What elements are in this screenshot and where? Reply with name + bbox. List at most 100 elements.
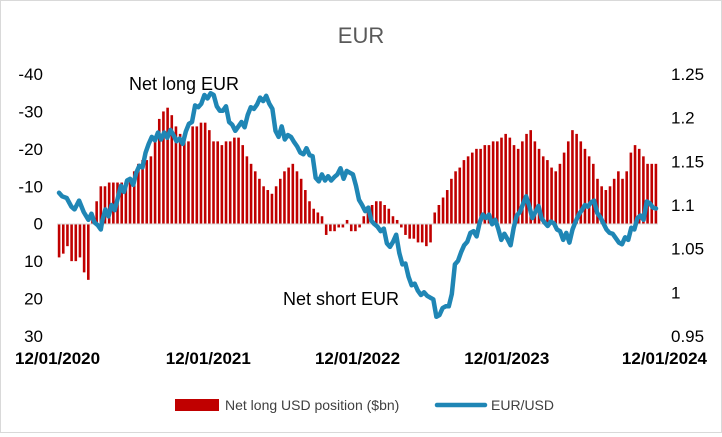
bar: [391, 216, 395, 224]
bar: [199, 122, 203, 224]
bar: [220, 145, 224, 224]
legend-line-label: EUR/USD: [491, 397, 554, 413]
bar: [245, 156, 249, 224]
bar: [241, 145, 245, 224]
bar: [387, 208, 391, 224]
bar: [483, 145, 487, 224]
bar: [270, 193, 274, 224]
bar: [487, 145, 491, 224]
bar: [587, 156, 591, 224]
bar: [512, 145, 516, 224]
bar: [395, 219, 399, 224]
bar: [187, 141, 190, 224]
bar: [362, 216, 366, 224]
left-tick-label: -20: [18, 140, 43, 159]
bar: [258, 178, 261, 224]
bar: [458, 167, 462, 224]
bar: [533, 141, 537, 224]
legend: Net long USD position ($bn) EUR/USD: [175, 397, 554, 413]
bar: [287, 167, 290, 224]
left-axis: -40 -30 -20 -10 0 10 20 30: [18, 65, 43, 346]
bar: [299, 178, 303, 224]
bar: [249, 163, 253, 224]
bar: [178, 133, 182, 224]
bar: [137, 163, 140, 224]
x-tick-label: 12/01/2024: [622, 349, 708, 368]
x-tick-label: 12/01/2021: [166, 349, 251, 368]
bar: [78, 223, 82, 258]
bar: [642, 156, 645, 224]
bar: [450, 178, 453, 224]
bar: [291, 163, 295, 224]
bar: [354, 223, 357, 232]
bar: [412, 223, 416, 239]
bar: [508, 137, 512, 224]
bar: [541, 156, 545, 224]
bar: [312, 208, 315, 224]
bar: [462, 160, 466, 224]
bar: [637, 148, 641, 224]
bar: [262, 186, 265, 224]
bar: [475, 148, 478, 224]
x-axis: 12/01/2020 12/01/2021 12/01/2022 12/01/2023…: [15, 349, 708, 368]
bar: [554, 171, 558, 224]
right-tick-label: 1.05: [671, 240, 704, 259]
left-tick-label: 0: [34, 215, 43, 234]
bar: [621, 178, 624, 224]
bar: [383, 205, 386, 224]
bar: [491, 141, 495, 224]
bar: [425, 223, 428, 247]
bar: [470, 152, 474, 224]
bar: [162, 111, 165, 224]
bar: [566, 141, 570, 224]
bar: [166, 107, 169, 224]
bar: [128, 178, 132, 224]
left-tick-label: 20: [24, 290, 43, 309]
bar: [521, 141, 524, 224]
bar: [208, 130, 211, 224]
bar: [546, 160, 549, 224]
bar: [103, 186, 107, 224]
left-tick-label: -30: [18, 102, 43, 121]
bar: [112, 182, 115, 224]
bar: [612, 178, 616, 224]
bar: [629, 152, 633, 224]
bar: [504, 133, 507, 224]
bar: [358, 223, 361, 228]
bar: [537, 148, 541, 224]
bar: [479, 148, 482, 224]
x-tick-label: 12/01/2020: [15, 349, 100, 368]
bar: [320, 216, 324, 224]
bar: [408, 223, 411, 239]
bar: [304, 190, 307, 224]
bar: [454, 171, 457, 224]
bar: [550, 167, 553, 224]
bar: [579, 141, 583, 224]
chart-title: EUR: [338, 23, 384, 48]
net-long-annotation: Net long EUR: [129, 74, 239, 94]
bar: [295, 171, 299, 224]
bar: [237, 137, 240, 224]
right-tick-label: 1.15: [671, 152, 704, 171]
bar: [496, 141, 499, 224]
bar: [416, 223, 420, 243]
bar: [191, 126, 194, 224]
bar: [429, 223, 432, 243]
bar: [95, 201, 98, 224]
bar: [516, 148, 520, 224]
bar: [224, 141, 228, 224]
bar: [233, 137, 236, 224]
left-tick-label: -10: [18, 177, 43, 196]
bar: [341, 223, 345, 228]
bar: [274, 186, 278, 224]
bar: [337, 223, 341, 228]
bar: [366, 208, 370, 224]
bar: [174, 126, 178, 224]
x-tick-label: 12/01/2022: [315, 349, 400, 368]
bar: [583, 148, 587, 224]
bar: [145, 160, 149, 224]
bar: [433, 212, 437, 224]
bar: [149, 156, 153, 224]
bar: [212, 141, 215, 224]
